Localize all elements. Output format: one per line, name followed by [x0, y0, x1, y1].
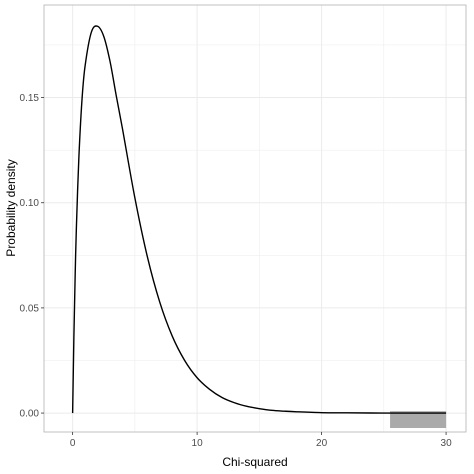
plot-area — [71, 25, 447, 414]
y-axis: 0.00 0.05 0.10 0.15 — [20, 93, 44, 420]
y-tick-label: 0.10 — [20, 198, 40, 209]
y-tick-label: 0.15 — [20, 93, 40, 104]
x-tick-label: 20 — [316, 438, 328, 449]
x-axis: 0 10 20 30 — [70, 432, 452, 449]
x-tick-label: 0 — [70, 438, 76, 449]
density-curve — [71, 25, 447, 414]
panel-border — [43, 4, 467, 433]
y-axis-title: Probability density — [4, 159, 18, 256]
shaded-area — [390, 411, 447, 428]
grid — [44, 5, 466, 432]
y-tick-label: 0.00 — [20, 409, 40, 420]
y-tick-label: 0.05 — [20, 303, 40, 314]
shaded-tail-region — [390, 411, 447, 428]
x-tick-label: 10 — [192, 438, 204, 449]
x-axis-title: Chi-squared — [222, 455, 287, 469]
x-tick-label: 30 — [441, 438, 453, 449]
